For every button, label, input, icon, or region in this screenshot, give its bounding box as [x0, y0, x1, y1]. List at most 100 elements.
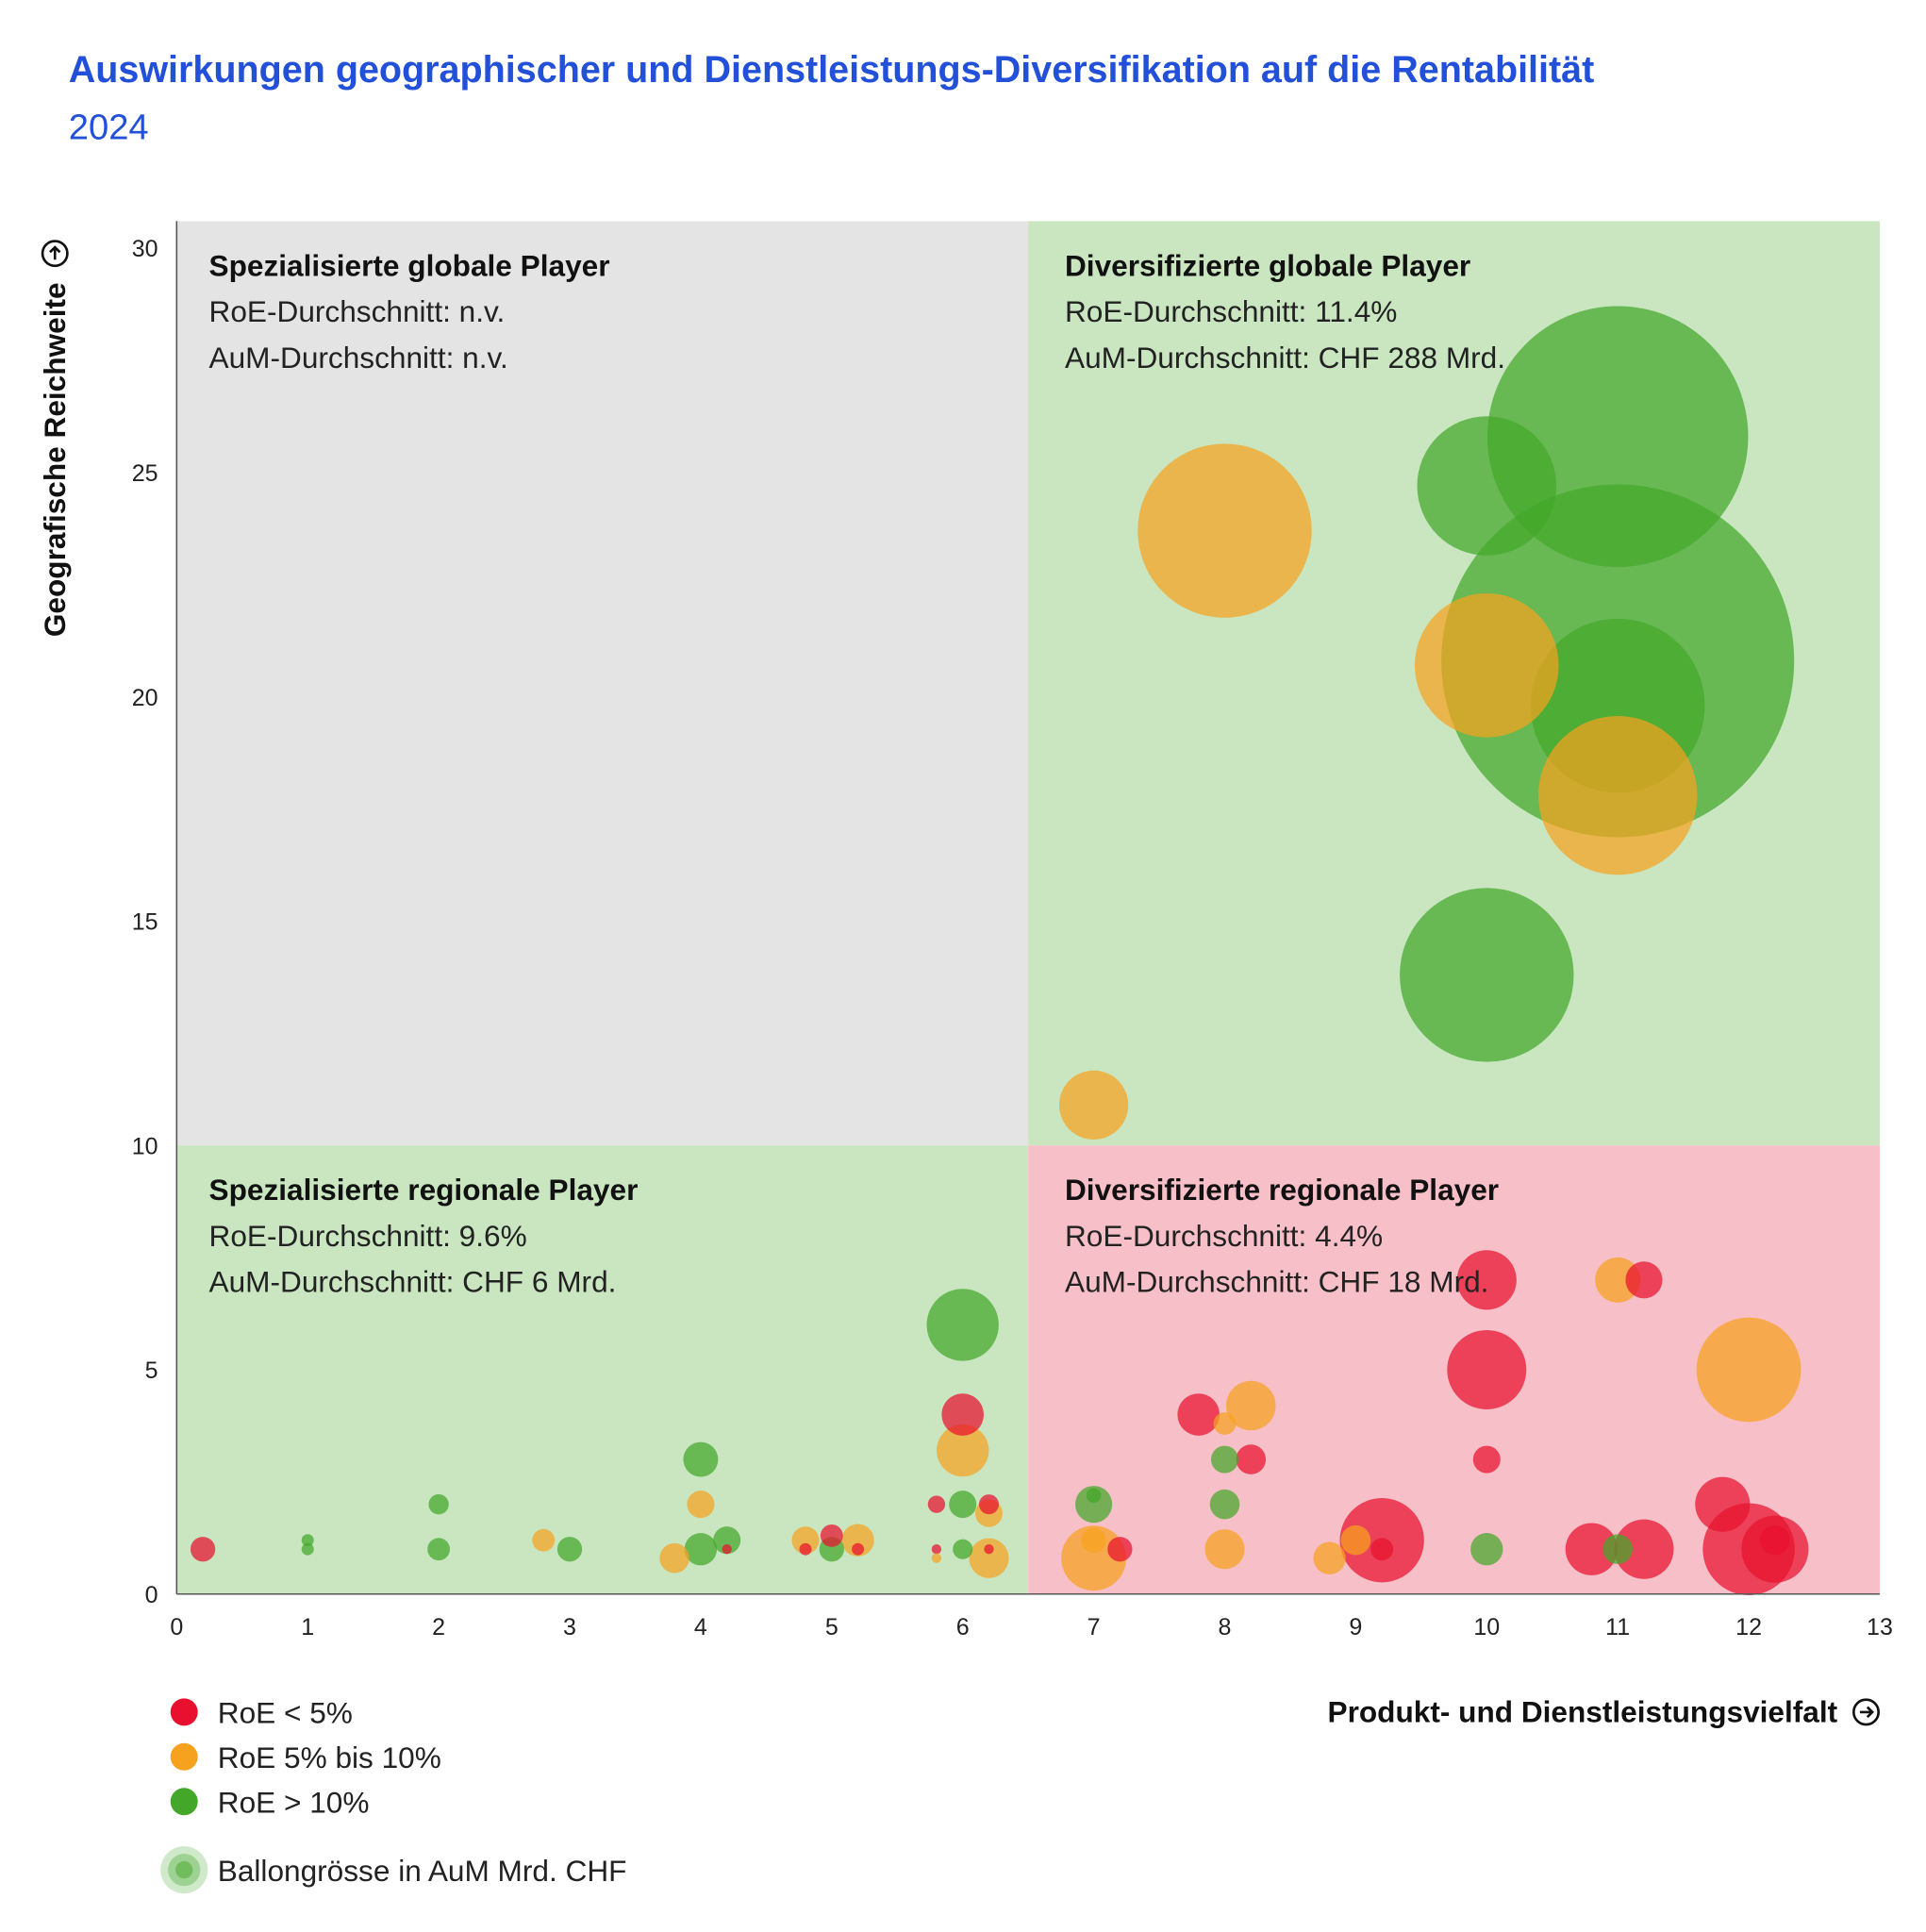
quadrant-title: Spezialisierte globale Player	[209, 248, 610, 282]
bubble-red	[931, 1544, 942, 1555]
legend-label: RoE 5% bis 10%	[218, 1740, 441, 1774]
legend-marker-red	[170, 1698, 198, 1726]
bubble-red	[1456, 1250, 1517, 1310]
bubble-orange	[1595, 1257, 1641, 1303]
x-tick-label: 11	[1605, 1614, 1630, 1641]
bubble-red	[820, 1524, 843, 1547]
y-tick-label: 15	[132, 909, 158, 936]
bubble-red	[1107, 1537, 1133, 1562]
legend-marker-orange	[170, 1742, 198, 1771]
y-tick-labels: 0 5 10 15 20 25 30	[132, 236, 158, 1608]
bubble-green	[683, 1441, 719, 1477]
quadrant-aum: AuM-Durchschnitt: CHF 288 Mrd.	[1065, 341, 1505, 375]
bubble-green	[1602, 1534, 1633, 1564]
bubble-orange	[1058, 1070, 1129, 1140]
y-tick-label: 30	[132, 236, 158, 262]
bubble-red	[1447, 1329, 1527, 1409]
bubble-red	[927, 1495, 946, 1513]
x-tick-label: 10	[1473, 1614, 1500, 1641]
bubble-orange	[1313, 1541, 1346, 1574]
bubbles	[190, 306, 1809, 1595]
bubble-red	[1236, 1444, 1267, 1474]
bubble-red	[799, 1542, 812, 1556]
x-tick-label: 4	[694, 1614, 707, 1641]
bubble-green	[1417, 416, 1557, 556]
x-tick-label: 12	[1735, 1614, 1762, 1641]
y-tick-label: 0	[145, 1582, 158, 1608]
x-tick-label: 3	[563, 1614, 576, 1641]
y-tick-label: 20	[132, 685, 158, 711]
bubble-red	[978, 1494, 1000, 1515]
bubble-orange	[1340, 1524, 1371, 1556]
bubble-green	[1209, 1489, 1240, 1520]
bubble-orange	[687, 1491, 715, 1519]
quadrant-aum: AuM-Durchschnitt: n.v.	[209, 341, 508, 375]
bubble-orange	[937, 1424, 989, 1477]
quadrant-aum: AuM-Durchschnitt: CHF 6 Mrd.	[209, 1265, 617, 1299]
bubble-orange	[1213, 1412, 1237, 1435]
bubble-green	[1470, 1533, 1503, 1566]
x-tick-label: 1	[301, 1614, 314, 1641]
x-tick-label: 9	[1349, 1614, 1362, 1641]
bubble-orange	[969, 1538, 1009, 1578]
bubble-red	[1614, 1519, 1674, 1579]
legend-size-label: Ballongrösse in AuM Mrd. CHF	[218, 1854, 627, 1888]
bubble-green	[949, 1491, 977, 1519]
bubble-green	[953, 1539, 973, 1559]
quadrant-bg-specialized-regional	[176, 1145, 1029, 1594]
bubble-orange	[841, 1524, 874, 1557]
bubble-orange	[532, 1528, 556, 1552]
bubble-green	[684, 1533, 718, 1566]
bubble-green	[428, 1493, 449, 1515]
bubble-red	[984, 1544, 994, 1555]
bubble-orange	[1226, 1380, 1276, 1431]
bubble-orange	[1414, 592, 1559, 738]
y-tick-label: 10	[132, 1133, 158, 1159]
y-tick-label: 5	[145, 1357, 158, 1384]
bubble-orange	[1696, 1317, 1801, 1423]
y-tick-label: 25	[132, 460, 158, 487]
legend: RoE < 5% RoE 5% bis 10% RoE > 10% Ballon…	[160, 1696, 627, 1894]
x-tick-labels: 0 1 2 3 4 5 6 7 8 9 10 11 12 13	[170, 1614, 1893, 1641]
bubble-red	[1760, 1524, 1790, 1556]
quadrant-roe: RoE-Durchschnitt: 4.4%	[1065, 1219, 1383, 1253]
bubble-orange	[1537, 716, 1698, 875]
bubble-orange	[1137, 443, 1312, 618]
bubble-orange	[1081, 1527, 1106, 1553]
bubble-red	[1695, 1476, 1751, 1532]
bubble-green	[301, 1534, 314, 1547]
quadrant-aum: AuM-Durchschnitt: CHF 18 Mrd.	[1065, 1265, 1488, 1299]
y-axis-title: Geografische Reichweite	[38, 240, 72, 637]
bubble-red	[1625, 1261, 1663, 1299]
bubble-orange	[931, 1553, 942, 1563]
bubble-green	[926, 1289, 999, 1361]
quadrant-title: Diversifizierte globale Player	[1065, 248, 1470, 282]
chart-subtitle: 2024	[69, 108, 149, 148]
chart-title: Auswirkungen geographischer und Dienstle…	[69, 49, 1595, 91]
bubble-red	[1177, 1393, 1220, 1436]
bubble-orange	[791, 1526, 820, 1555]
x-tick-label: 7	[1088, 1614, 1101, 1641]
bubble-green	[1086, 1488, 1102, 1503]
bubble-green	[556, 1537, 583, 1562]
bubble-green	[427, 1538, 451, 1561]
arrow-circle-icon	[1852, 1698, 1880, 1726]
bubble-green	[1210, 1445, 1239, 1474]
bubble-red	[1370, 1538, 1394, 1561]
legend-marker-green	[170, 1788, 198, 1816]
quadrant-bg-specialized-global	[176, 221, 1029, 1146]
x-tick-label: 6	[956, 1614, 970, 1641]
quadrant-title: Spezialisierte regionale Player	[209, 1173, 639, 1207]
x-tick-label: 13	[1867, 1614, 1893, 1641]
quadrant-roe: RoE-Durchschnitt: 11.4%	[1065, 294, 1397, 328]
legend-label: RoE > 10%	[218, 1786, 370, 1820]
x-tick-label: 2	[432, 1614, 445, 1641]
bubble-orange	[659, 1542, 689, 1574]
bubble-red	[852, 1542, 865, 1556]
quadrant-title: Diversifizierte regionale Player	[1065, 1173, 1499, 1207]
x-tick-label: 8	[1219, 1614, 1232, 1641]
bubble-red	[722, 1544, 732, 1555]
bubble-green	[1075, 1486, 1113, 1524]
arrow-circle-icon	[41, 240, 69, 268]
